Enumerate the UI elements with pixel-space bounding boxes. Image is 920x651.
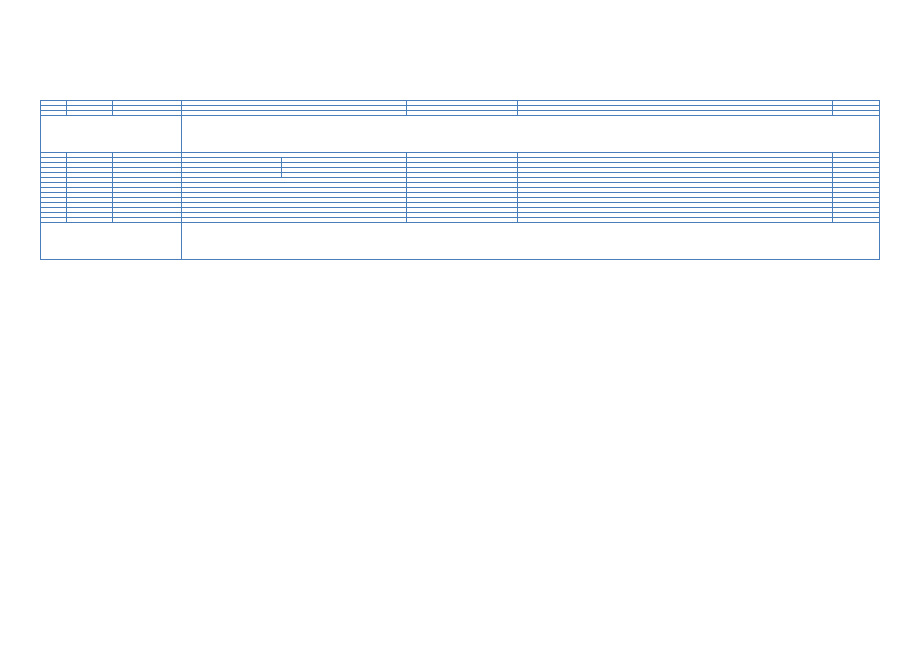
section-number bbox=[41, 116, 182, 153]
section-title bbox=[181, 223, 879, 260]
section-title bbox=[181, 116, 879, 153]
section-header-row bbox=[41, 116, 880, 153]
section-header-row bbox=[41, 223, 880, 260]
regulations-table bbox=[40, 100, 880, 260]
section-number bbox=[41, 223, 182, 260]
